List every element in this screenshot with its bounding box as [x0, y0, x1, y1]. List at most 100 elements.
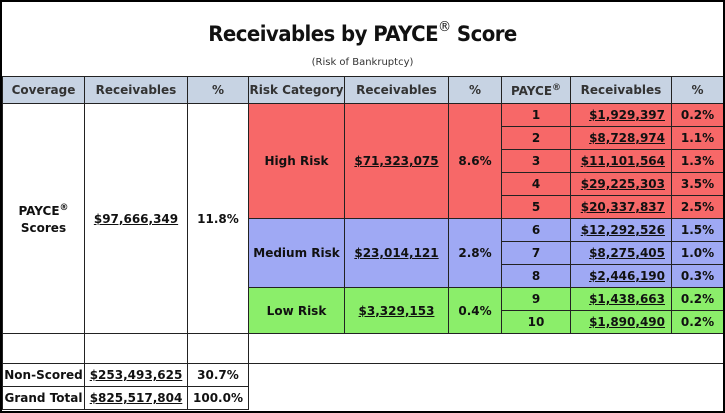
header-pct: % [187, 76, 249, 104]
non-scored-receivables-value: $253,493,625 [89, 368, 183, 382]
score-receivables-value: $2,446,190 [589, 269, 665, 283]
non-scored-receivables: $253,493,625 [84, 363, 188, 387]
risk-category-high: High Risk [248, 103, 345, 219]
table-row: 2 $8,728,974 1.1% [3, 126, 723, 150]
score-receivables-value: $20,337,837 [580, 200, 665, 214]
non-scored-label: Non-Scored [2, 363, 85, 387]
score-pct-cell: 2.5% [671, 195, 723, 219]
score-pct-cell: 1.3% [671, 149, 723, 173]
receivables-table: Coverage Receivables % Risk Category Rec… [2, 76, 724, 410]
score-receivables-cell: $29,225,303 [570, 172, 672, 196]
score-pct-cell: 1.0% [671, 241, 723, 265]
empty-cell [249, 387, 724, 410]
score-pct-cell: 0.2% [671, 287, 723, 311]
score-cell: 3 [501, 149, 571, 173]
table-row: 4 $29,225,303 3.5% [3, 172, 723, 196]
spacer-row [2, 333, 723, 364]
risk-receivables-high-value: $71,323,075 [354, 154, 439, 168]
empty-cell [2, 333, 85, 364]
score-receivables-cell: $8,728,974 [570, 126, 672, 150]
header-score-pct: % [671, 76, 723, 104]
risk-category-medium: Medium Risk [248, 218, 345, 288]
score-cell: 5 [501, 195, 571, 219]
score-pct-cell: 1.5% [671, 218, 723, 242]
score-receivables-cell: $1,890,490 [570, 310, 672, 334]
score-receivables-value: $1,438,663 [589, 292, 665, 306]
score-receivables-value: $8,275,405 [589, 246, 665, 260]
score-cell: 6 [501, 218, 571, 242]
risk-receivables-medium-value: $23,014,121 [354, 246, 439, 260]
score-receivables-cell: $12,292,526 [570, 218, 672, 242]
coverage-receivables: $97,666,349 [84, 103, 188, 334]
title-text: Receivables by PAYCE [208, 22, 439, 46]
score-pct-cell: 3.5% [671, 172, 723, 196]
coverage-pct: 11.8% [187, 103, 249, 334]
grand-total-pct: 100.0% [187, 386, 249, 410]
header-payce: PAYCE® [501, 76, 571, 104]
header-row: Coverage Receivables % Risk Category Rec… [2, 76, 723, 104]
coverage-receivables-value: $97,666,349 [93, 211, 179, 226]
header-risk-pct: % [448, 76, 502, 104]
risk-pct-high: 8.6% [448, 103, 502, 219]
table-row: 8 $2,446,190 0.3% [3, 264, 723, 288]
score-cell: 8 [501, 264, 571, 288]
score-pct-cell: 0.3% [671, 264, 723, 288]
table-row: PAYCE® Scores $97,666,349 11.8% High Risk… [2, 103, 723, 334]
score-receivables-value: $29,225,303 [580, 177, 665, 191]
risk-receivables-medium: $23,014,121 [344, 218, 449, 288]
non-scored-row: Non-Scored $253,493,625 30.7% [2, 363, 723, 387]
header-score-receivables: Receivables [570, 76, 672, 104]
score-cell: 4 [501, 172, 571, 196]
score-cell: 2 [501, 126, 571, 150]
grand-total-receivables-value: $825,517,804 [89, 391, 183, 405]
score-receivables-cell: $11,101,564 [570, 149, 672, 173]
risk-receivables-low-value: $3,329,153 [358, 303, 435, 318]
table-row: 5 $20,337,837 2.5% [3, 195, 723, 219]
non-scored-pct: 30.7% [187, 363, 249, 387]
grand-total-row: Grand Total $825,517,804 100.0% [2, 386, 724, 410]
score-receivables-value: $1,890,490 [589, 315, 665, 329]
header-coverage: Coverage [2, 76, 85, 104]
empty-cell [187, 333, 249, 364]
score-receivables-cell: $1,438,663 [570, 287, 672, 311]
header-risk-receivables: Receivables [344, 76, 449, 104]
grand-total-label: Grand Total [2, 386, 85, 410]
empty-cell [248, 363, 723, 387]
coverage-label: PAYCE® Scores [2, 103, 85, 334]
score-receivables-cell: $1,929,397 [570, 103, 672, 127]
score-receivables-value: $8,728,974 [589, 131, 665, 145]
score-pct-cell: 0.2% [671, 310, 723, 334]
score-cell: 10 [501, 310, 571, 334]
table-row: Low Risk $3,329,153 0.4% 9 $1,438,663 0.… [3, 287, 723, 334]
title-suffix: Score [456, 22, 517, 46]
score-receivables-cell: $8,275,405 [570, 241, 672, 265]
grand-total-receivables: $825,517,804 [84, 386, 188, 410]
risk-receivables-low: $3,329,153 [344, 287, 449, 334]
score-receivables-cell: $20,337,837 [570, 195, 672, 219]
score-receivables-cell: $2,446,190 [570, 264, 672, 288]
score-receivables-value: $1,929,397 [589, 108, 665, 122]
report-subtitle: (Risk of Bankruptcy) [311, 57, 414, 68]
risk-category-low: Low Risk [248, 287, 345, 334]
registered-mark: ® [438, 19, 451, 35]
header-payce-mark: ® [552, 82, 562, 93]
header-payce-text: PAYCE [510, 83, 553, 98]
coverage-label-mark: ® [59, 203, 69, 213]
score-receivables-value: $11,101,564 [580, 154, 665, 168]
coverage-label-text: PAYCE [18, 204, 60, 218]
empty-cell [248, 333, 723, 364]
table-row: 10 $1,890,490 0.2% [3, 310, 723, 334]
score-receivables-value: $12,292,526 [580, 223, 665, 237]
header-risk-category: Risk Category [248, 76, 345, 104]
risk-pct-medium: 2.8% [448, 218, 502, 288]
score-pct-cell: 1.1% [671, 126, 723, 150]
score-pct-cell: 0.2% [671, 103, 723, 127]
risk-receivables-high: $71,323,075 [344, 103, 449, 219]
report-title: Receivables by PAYCE® Score [24, 19, 702, 46]
table-row: Medium Risk $23,014,121 2.8% 6 $12,292,5… [3, 218, 723, 288]
coverage-label-line2: Scores [20, 221, 67, 235]
score-cell: 7 [501, 241, 571, 265]
score-cell: 1 [501, 103, 571, 127]
risk-pct-low: 0.4% [448, 287, 502, 334]
